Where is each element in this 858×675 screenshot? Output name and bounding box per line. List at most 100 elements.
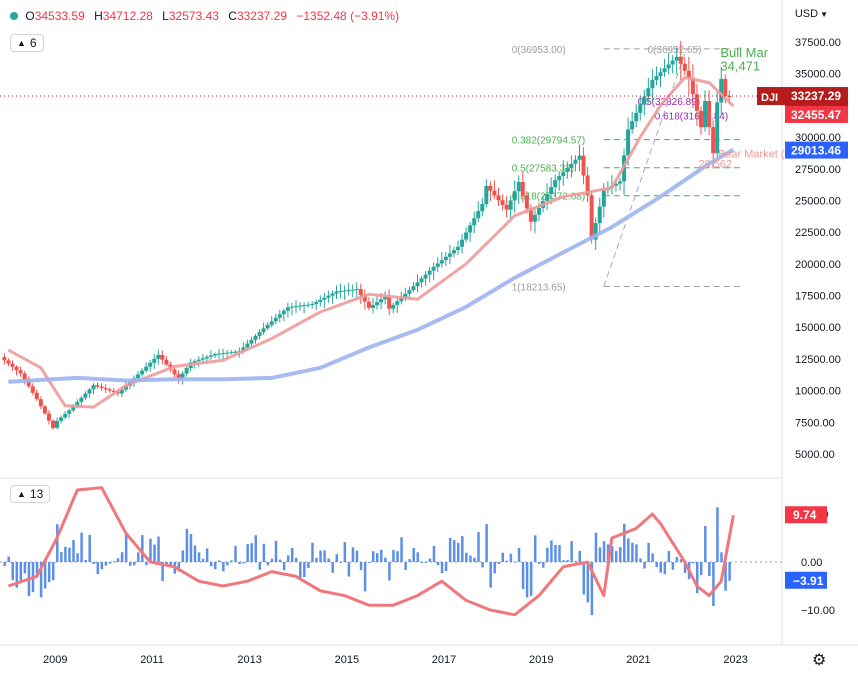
candle-body (638, 104, 643, 113)
histogram-bar (218, 560, 221, 562)
histogram-bar (424, 562, 428, 563)
price-tick-label: 37500.00 (795, 37, 841, 49)
histogram-bar (384, 557, 387, 562)
histogram-bar (367, 562, 371, 563)
indicators-toggle-oscillator[interactable]: ▲ 13 (10, 485, 51, 503)
histogram-bar (303, 562, 306, 578)
candle-body (342, 290, 347, 292)
candle-body (257, 332, 262, 337)
candle-body (613, 183, 618, 186)
candle-body (354, 289, 359, 291)
histogram-bar (286, 555, 290, 562)
histogram-bar (161, 562, 164, 582)
candle-body (557, 176, 562, 181)
low-label: L (162, 9, 169, 23)
candle-body (26, 379, 31, 387)
candle-body (51, 420, 55, 428)
histogram-bar (485, 524, 488, 562)
histogram-bar (566, 560, 569, 562)
histogram-bar (124, 534, 128, 562)
candle-body (184, 368, 189, 374)
candle-body (366, 301, 371, 308)
histogram-bar (153, 544, 156, 562)
candle-body (200, 358, 205, 360)
histogram-bar (3, 562, 6, 567)
candle-body (682, 63, 687, 71)
indicator-count-oscillator: 13 (29, 487, 44, 501)
histogram-bar (363, 562, 367, 592)
histogram-bar (465, 552, 468, 562)
histogram-bar (39, 562, 43, 598)
oscillator-tick-label: −10.00 (801, 605, 835, 617)
histogram-bar (623, 523, 626, 562)
histogram-bar (679, 559, 683, 562)
price-tick-label: 17500.00 (795, 291, 841, 303)
currency-selector[interactable]: USD ▼ (795, 8, 828, 20)
histogram-bar (201, 558, 205, 562)
histogram-bar (440, 562, 444, 574)
candle-body (686, 70, 691, 78)
histogram-bar (189, 533, 193, 562)
trend-line (603, 48, 687, 287)
histogram-bar (598, 547, 602, 562)
histogram-bar (262, 543, 266, 562)
candle-body (476, 211, 481, 219)
price-tick-label: 12500.00 (795, 354, 841, 366)
candle-body (690, 77, 695, 95)
candle-body (719, 78, 724, 103)
candle-body (277, 314, 282, 318)
gear-icon[interactable]: ⚙ (812, 652, 827, 669)
histogram-bar (371, 551, 375, 562)
histogram (3, 507, 731, 616)
candle-body (95, 385, 100, 387)
price-tick-label: 30000.00 (795, 132, 841, 144)
histogram-bar (436, 562, 440, 566)
histogram-bar (76, 553, 79, 562)
histogram-bar (120, 552, 124, 562)
status-dot-icon (10, 12, 18, 20)
candles (2, 41, 732, 430)
candle-body (703, 101, 708, 128)
candle-body (480, 204, 485, 212)
histogram-bar (282, 562, 286, 571)
price-tick-label: 10000.00 (795, 386, 841, 398)
candle-body (642, 96, 647, 105)
indicators-toggle-main[interactable]: ▲ 6 (10, 34, 44, 52)
candle-body (75, 401, 80, 407)
candle-body (581, 155, 586, 176)
chevron-down-icon: ▼ (820, 10, 828, 19)
histogram-bar (509, 553, 513, 562)
candle-body (269, 321, 274, 325)
histogram-bar (193, 545, 197, 562)
candle-body (87, 389, 92, 394)
histogram-bar (137, 552, 140, 562)
candle-body (618, 181, 622, 184)
fib-partial-label: 0.618(31692.84) (655, 112, 728, 123)
candle-body (561, 171, 566, 177)
histogram-bar (84, 559, 87, 562)
candle-body (204, 356, 209, 359)
price-tick-label: 25000.00 (795, 195, 841, 207)
oscillator-tag (785, 506, 827, 524)
candle-body (565, 167, 570, 172)
candle-body (34, 392, 39, 400)
histogram-bar (416, 552, 419, 562)
histogram-bar (80, 532, 83, 562)
histogram-bar (700, 562, 703, 576)
histogram-bar (708, 562, 711, 577)
histogram-bar (533, 535, 537, 562)
candle-body (423, 274, 428, 279)
candle-body (289, 306, 294, 308)
histogram-bar (457, 542, 460, 562)
histogram-bar (96, 562, 100, 575)
symbol-tag-label: DJI (761, 92, 778, 104)
candle-body (508, 200, 513, 210)
price-tag-label: 33237.29 (791, 89, 841, 103)
high-label: H (94, 9, 103, 23)
histogram-bar (7, 556, 10, 562)
histogram-bar (546, 547, 549, 562)
candle-body (63, 413, 68, 418)
candle-body (456, 246, 460, 251)
histogram-bar (169, 562, 172, 567)
